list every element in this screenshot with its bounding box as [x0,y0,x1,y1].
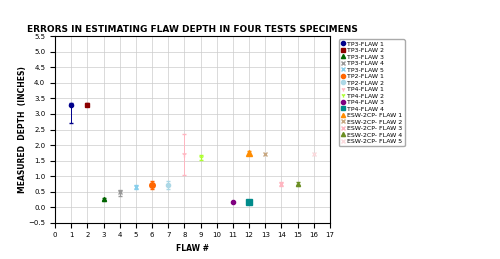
X-axis label: FLAW #: FLAW # [176,244,209,253]
Title: ERRORS IN ESTIMATING FLAW DEPTH IN FOUR TESTS SPECIMENS: ERRORS IN ESTIMATING FLAW DEPTH IN FOUR … [27,25,358,34]
Y-axis label: MEASURED  DEPTH  (INCHES): MEASURED DEPTH (INCHES) [18,66,27,193]
Legend: TP3-FLAW 1, TP3-FLAW 2, TP3-FLAW 3, TP3-FLAW 4, TP3-FLAW 5, TP2-FLAW 1, TP2-FLAW: TP3-FLAW 1, TP3-FLAW 2, TP3-FLAW 3, TP3-… [338,39,404,146]
